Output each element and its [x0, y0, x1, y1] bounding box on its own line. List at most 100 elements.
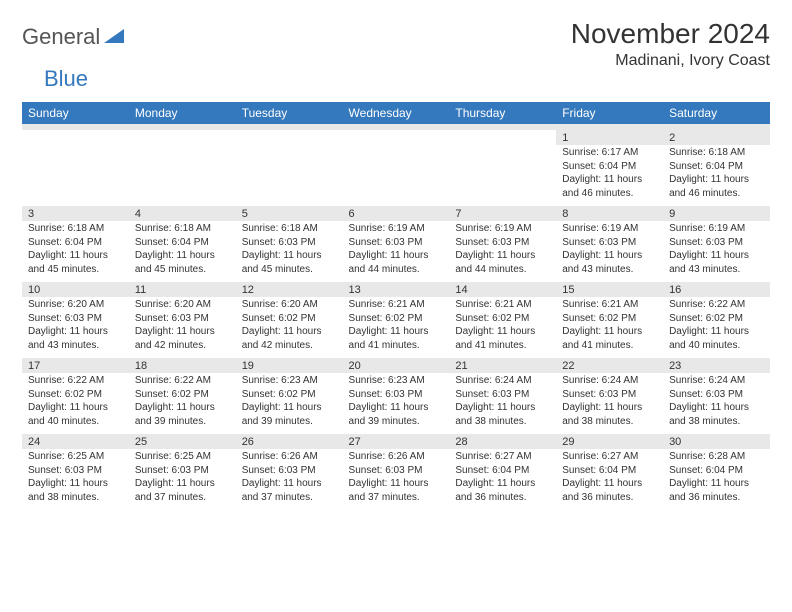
day-number: 25 — [135, 436, 147, 448]
day-number-cell: 19 — [236, 358, 343, 373]
day-data-cell: Sunrise: 6:22 AMSunset: 6:02 PMDaylight:… — [22, 373, 129, 434]
day-number: 22 — [562, 360, 574, 372]
day-number: 7 — [455, 208, 461, 220]
sunrise-text: Sunrise: 6:18 AM — [242, 222, 337, 236]
daylight-text: Daylight: 11 hours and 46 minutes. — [562, 173, 657, 200]
sunset-text: Sunset: 6:03 PM — [135, 312, 230, 326]
daylight-text: Daylight: 11 hours and 41 minutes. — [562, 325, 657, 352]
sunrise-text: Sunrise: 6:20 AM — [135, 298, 230, 312]
sunset-text: Sunset: 6:03 PM — [349, 388, 444, 402]
daylight-text: Daylight: 11 hours and 41 minutes. — [349, 325, 444, 352]
sunset-text: Sunset: 6:02 PM — [242, 312, 337, 326]
day-number-cell: 30 — [663, 434, 770, 449]
title-block: November 2024 Madinani, Ivory Coast — [571, 18, 770, 70]
day-data-cell: Sunrise: 6:18 AMSunset: 6:04 PMDaylight:… — [22, 221, 129, 282]
sunrise-text: Sunrise: 6:22 AM — [28, 374, 123, 388]
day-data-cell: Sunrise: 6:19 AMSunset: 6:03 PMDaylight:… — [556, 221, 663, 282]
day-data-cell: Sunrise: 6:19 AMSunset: 6:03 PMDaylight:… — [449, 221, 556, 282]
day-number-cell — [129, 130, 236, 145]
day-number-cell: 11 — [129, 282, 236, 297]
sunrise-text: Sunrise: 6:21 AM — [455, 298, 550, 312]
daylight-text: Daylight: 11 hours and 40 minutes. — [669, 325, 764, 352]
weekday-header: Sunday — [22, 102, 129, 124]
weekday-header: Thursday — [449, 102, 556, 124]
day-number-cell: 26 — [236, 434, 343, 449]
sunset-text: Sunset: 6:04 PM — [562, 160, 657, 174]
day-data-cell — [22, 145, 129, 206]
sunrise-text: Sunrise: 6:25 AM — [135, 450, 230, 464]
day-number: 15 — [562, 284, 574, 296]
sunrise-text: Sunrise: 6:19 AM — [349, 222, 444, 236]
sunset-text: Sunset: 6:03 PM — [562, 388, 657, 402]
day-number-cell: 15 — [556, 282, 663, 297]
day-number: 16 — [669, 284, 681, 296]
day-number: 2 — [669, 132, 675, 144]
day-number: 23 — [669, 360, 681, 372]
sunset-text: Sunset: 6:03 PM — [349, 464, 444, 478]
sunset-text: Sunset: 6:04 PM — [28, 236, 123, 250]
day-number-cell: 21 — [449, 358, 556, 373]
day-number-cell: 8 — [556, 206, 663, 221]
sunset-text: Sunset: 6:03 PM — [455, 388, 550, 402]
daylight-text: Daylight: 11 hours and 38 minutes. — [28, 477, 123, 504]
day-data-cell — [449, 145, 556, 206]
day-number-cell: 6 — [343, 206, 450, 221]
day-number: 24 — [28, 436, 40, 448]
sunrise-text: Sunrise: 6:25 AM — [28, 450, 123, 464]
day-data-cell: Sunrise: 6:23 AMSunset: 6:03 PMDaylight:… — [343, 373, 450, 434]
day-number: 21 — [455, 360, 467, 372]
day-number-cell: 18 — [129, 358, 236, 373]
day-data-cell: Sunrise: 6:18 AMSunset: 6:03 PMDaylight:… — [236, 221, 343, 282]
day-number: 14 — [455, 284, 467, 296]
day-number-cell: 23 — [663, 358, 770, 373]
sunset-text: Sunset: 6:04 PM — [669, 160, 764, 174]
day-number-cell: 17 — [22, 358, 129, 373]
day-data-cell: Sunrise: 6:18 AMSunset: 6:04 PMDaylight:… — [129, 221, 236, 282]
sunset-text: Sunset: 6:02 PM — [669, 312, 764, 326]
sunset-text: Sunset: 6:04 PM — [669, 464, 764, 478]
day-data-cell: Sunrise: 6:20 AMSunset: 6:02 PMDaylight:… — [236, 297, 343, 358]
day-data-cell: Sunrise: 6:27 AMSunset: 6:04 PMDaylight:… — [556, 449, 663, 510]
sunrise-text: Sunrise: 6:17 AM — [562, 146, 657, 160]
day-number-cell: 29 — [556, 434, 663, 449]
sunset-text: Sunset: 6:04 PM — [455, 464, 550, 478]
day-number: 4 — [135, 208, 141, 220]
daylight-text: Daylight: 11 hours and 36 minutes. — [562, 477, 657, 504]
day-data-cell: Sunrise: 6:24 AMSunset: 6:03 PMDaylight:… — [449, 373, 556, 434]
sunset-text: Sunset: 6:03 PM — [28, 464, 123, 478]
sunrise-text: Sunrise: 6:22 AM — [669, 298, 764, 312]
sunrise-text: Sunrise: 6:21 AM — [562, 298, 657, 312]
day-data-cell: Sunrise: 6:20 AMSunset: 6:03 PMDaylight:… — [129, 297, 236, 358]
header-row: General November 2024 Madinani, Ivory Co… — [22, 18, 770, 70]
daylight-text: Daylight: 11 hours and 38 minutes. — [669, 401, 764, 428]
day-number: 9 — [669, 208, 675, 220]
day-data-cell: Sunrise: 6:25 AMSunset: 6:03 PMDaylight:… — [129, 449, 236, 510]
day-data-cell: Sunrise: 6:23 AMSunset: 6:02 PMDaylight:… — [236, 373, 343, 434]
calendar-header-row: SundayMondayTuesdayWednesdayThursdayFrid… — [22, 102, 770, 124]
day-number: 11 — [135, 284, 146, 296]
sunrise-text: Sunrise: 6:24 AM — [669, 374, 764, 388]
day-number-cell — [449, 130, 556, 145]
daylight-text: Daylight: 11 hours and 37 minutes. — [242, 477, 337, 504]
sunset-text: Sunset: 6:03 PM — [669, 388, 764, 402]
day-data-cell: Sunrise: 6:17 AMSunset: 6:04 PMDaylight:… — [556, 145, 663, 206]
day-data-cell: Sunrise: 6:25 AMSunset: 6:03 PMDaylight:… — [22, 449, 129, 510]
day-number-cell: 9 — [663, 206, 770, 221]
weekday-header: Saturday — [663, 102, 770, 124]
day-number-cell: 12 — [236, 282, 343, 297]
weekday-header: Tuesday — [236, 102, 343, 124]
day-number-cell: 14 — [449, 282, 556, 297]
sunrise-text: Sunrise: 6:18 AM — [669, 146, 764, 160]
day-number-cell: 25 — [129, 434, 236, 449]
daylight-text: Daylight: 11 hours and 36 minutes. — [455, 477, 550, 504]
day-number-cell: 4 — [129, 206, 236, 221]
sunset-text: Sunset: 6:02 PM — [562, 312, 657, 326]
daylight-text: Daylight: 11 hours and 43 minutes. — [669, 249, 764, 276]
day-data-cell — [343, 145, 450, 206]
sunset-text: Sunset: 6:02 PM — [28, 388, 123, 402]
weekday-header: Wednesday — [343, 102, 450, 124]
sunrise-text: Sunrise: 6:27 AM — [455, 450, 550, 464]
day-number: 8 — [562, 208, 568, 220]
sunset-text: Sunset: 6:03 PM — [242, 464, 337, 478]
day-number-cell: 24 — [22, 434, 129, 449]
